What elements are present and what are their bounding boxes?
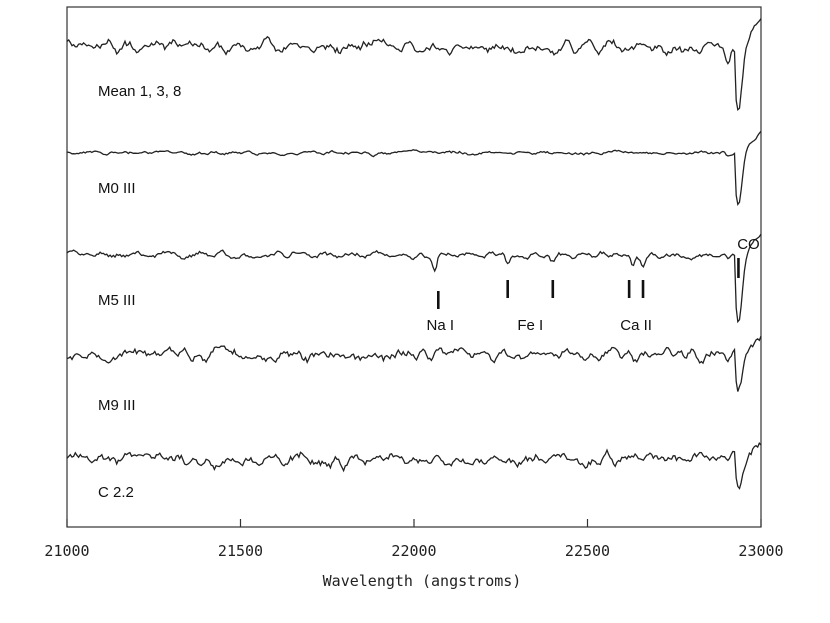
series-label-1: M0 III [98,180,136,197]
series-label-3: M9 III [98,397,136,414]
x-tick-label-21000: 21000 [44,542,89,560]
x-tick-label-22000: 22000 [391,542,436,560]
series-line-4 [66,442,762,490]
marker-label-2: Ca II [620,317,652,334]
marker-label-3: CO [737,236,760,253]
x-axis-ticks: 21000 21500 22000 22500 23000 [44,519,784,560]
series-label-2: M5 III [98,292,136,309]
series-labels: Mean 1, 3, 8 M0 III M5 III M9 III C 2.2 [98,83,181,501]
x-tick-label-21500: 21500 [218,542,263,560]
line-markers: Na I Fe I Ca II CO [427,236,760,334]
series-label-0: Mean 1, 3, 8 [98,83,181,100]
series-label-4: C 2.2 [98,484,134,501]
series-line-2 [66,233,762,324]
series-line-1 [66,130,762,207]
series-line-0 [66,18,762,111]
x-tick-label-22500: 22500 [565,542,610,560]
marker-label-0: Na I [427,317,455,334]
series-line-3 [66,335,762,392]
x-axis-label: Wavelength (angstroms) [323,572,522,590]
x-tick-label-23000: 23000 [738,542,783,560]
series-group [66,18,762,490]
marker-label-1: Fe I [517,317,543,334]
